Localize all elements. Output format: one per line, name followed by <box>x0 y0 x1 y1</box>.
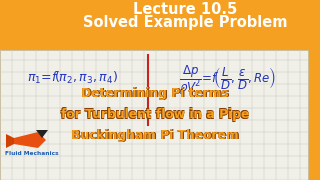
Text: for Turbulent flow in a Pipe: for Turbulent flow in a Pipe <box>60 107 249 120</box>
Text: Solved Example Problem: Solved Example Problem <box>83 15 287 30</box>
Text: $\pi_1\!=\!f\!\left(\pi_2,\pi_3,\pi_4\right)$: $\pi_1\!=\!f\!\left(\pi_2,\pi_3,\pi_4\ri… <box>27 70 117 86</box>
Text: for Turbulent flow in a Pipe: for Turbulent flow in a Pipe <box>61 107 250 120</box>
Polygon shape <box>6 134 14 148</box>
Text: Buckingham Pi Theorem: Buckingham Pi Theorem <box>72 129 239 141</box>
Text: for Turbulent flow in a Pipe: for Turbulent flow in a Pipe <box>61 108 249 121</box>
Text: Buckingham Pi Theorem: Buckingham Pi Theorem <box>72 129 239 143</box>
Text: Determining Pi terms: Determining Pi terms <box>81 87 228 100</box>
Text: Fluid Mechanics: Fluid Mechanics <box>5 151 59 156</box>
Text: $\dfrac{\Delta p}{\rho V^{\!2}}\!=\!f\!\left(\dfrac{L}{D},\dfrac{\varepsilon}{D}: $\dfrac{\Delta p}{\rho V^{\!2}}\!=\!f\!\… <box>180 63 276 97</box>
Text: Buckingham Pi Theorem: Buckingham Pi Theorem <box>71 129 238 141</box>
Polygon shape <box>14 132 46 148</box>
Text: for Turbulent flow in a Pipe: for Turbulent flow in a Pipe <box>60 109 249 122</box>
Text: Determining Pi terms: Determining Pi terms <box>81 87 229 100</box>
Text: Determining Pi terms: Determining Pi terms <box>82 87 229 100</box>
Polygon shape <box>36 130 48 138</box>
Text: Determining Pi terms: Determining Pi terms <box>82 87 229 100</box>
FancyBboxPatch shape <box>0 50 308 180</box>
Text: Buckingham Pi Theorem: Buckingham Pi Theorem <box>71 129 239 142</box>
Text: Lecture 10.5: Lecture 10.5 <box>133 2 237 17</box>
Text: Determining Pi terms: Determining Pi terms <box>81 87 228 100</box>
Text: for Turbulent flow in a Pipe: for Turbulent flow in a Pipe <box>61 109 250 122</box>
Text: Buckingham Pi Theorem: Buckingham Pi Theorem <box>71 129 238 143</box>
